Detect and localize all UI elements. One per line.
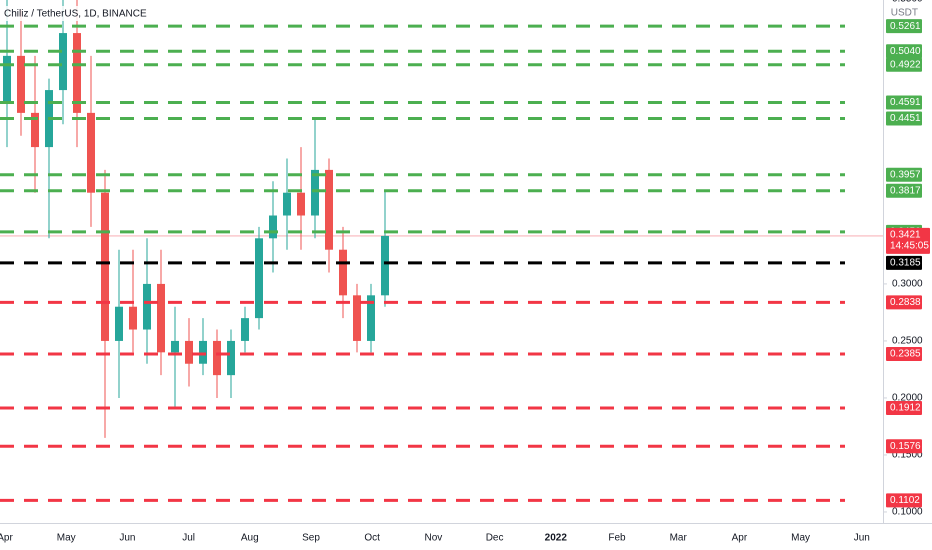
level-tag bbox=[886, 439, 922, 454]
chart-title: Chiliz / TetherUS, 1D, BINANCE bbox=[4, 9, 147, 20]
level-label: 0.5040 bbox=[890, 46, 921, 57]
candle-body bbox=[353, 295, 361, 341]
last-price-label: 0.3421 bbox=[890, 230, 921, 241]
candle-body bbox=[171, 340, 179, 353]
candle-body bbox=[73, 33, 81, 113]
last-price-tag bbox=[886, 227, 930, 254]
level-label: 0.1102 bbox=[890, 495, 920, 506]
level-tag bbox=[886, 493, 922, 508]
candle-body bbox=[255, 238, 263, 319]
level-tag bbox=[886, 44, 922, 59]
x-tick-label: Mar bbox=[670, 533, 688, 544]
candle-body bbox=[3, 55, 11, 102]
y-tick-label: 0.1500 bbox=[892, 450, 923, 461]
candle-body bbox=[199, 340, 207, 364]
x-tick-label: Oct bbox=[364, 533, 380, 544]
candle-body bbox=[241, 318, 249, 341]
level-tag bbox=[886, 183, 922, 198]
x-tick-label: Apr bbox=[732, 533, 748, 544]
x-tick-label: Aug bbox=[241, 533, 259, 544]
y-tick-label: 0.3000 bbox=[892, 279, 923, 290]
x-tick-label: Apr bbox=[0, 533, 13, 544]
countdown-label: 14:45:05 bbox=[890, 241, 929, 252]
x-tick-label: May bbox=[57, 533, 76, 544]
y-tick-label: 0.5500 bbox=[892, 0, 923, 5]
y-tick-label: 0.1000 bbox=[892, 507, 923, 518]
level-tag bbox=[886, 167, 922, 182]
candle-body bbox=[157, 283, 165, 353]
candle-body bbox=[367, 295, 375, 341]
candle-body bbox=[381, 235, 389, 296]
candle-body bbox=[297, 192, 305, 216]
level-label: 0.1576 bbox=[890, 441, 921, 452]
candle-body bbox=[115, 306, 123, 341]
level-tag bbox=[886, 255, 922, 270]
level-label: 0.1912 bbox=[890, 403, 921, 414]
x-tick-label: Jun bbox=[854, 533, 870, 544]
candle-body bbox=[87, 112, 95, 193]
level-tag bbox=[886, 295, 922, 310]
level-label: 0.4922 bbox=[890, 59, 921, 70]
level-tag bbox=[886, 111, 922, 126]
x-tick-label: May bbox=[791, 533, 810, 544]
level-label: 0.3817 bbox=[890, 185, 921, 196]
x-tick-label: Jun bbox=[119, 533, 135, 544]
candle-body bbox=[283, 192, 291, 216]
candle-body bbox=[31, 112, 39, 148]
candle-body bbox=[129, 306, 137, 330]
y-tick-label: 0.2500 bbox=[892, 336, 923, 347]
level-tag bbox=[886, 19, 922, 34]
level-label: 0.2385 bbox=[890, 349, 921, 360]
y-tick-label: 0.2000 bbox=[892, 393, 923, 404]
title-bg bbox=[0, 6, 135, 21]
candle-body bbox=[227, 340, 235, 376]
level-label: 0.4591 bbox=[890, 97, 921, 108]
level-label: 0.3957 bbox=[890, 169, 921, 180]
candle-body bbox=[213, 340, 221, 376]
candle-body bbox=[59, 33, 67, 91]
level-tag bbox=[886, 57, 922, 72]
level-label: 0.3185 bbox=[890, 257, 921, 268]
level-label: 0.5261 bbox=[890, 21, 921, 32]
level-label: 0.4451 bbox=[890, 113, 921, 124]
candle-body bbox=[143, 283, 151, 330]
x-tick-label: Nov bbox=[425, 533, 443, 544]
level-tag bbox=[886, 347, 922, 362]
candle-body bbox=[325, 169, 333, 250]
currency-label: USDT bbox=[891, 8, 918, 19]
candle-body bbox=[339, 249, 347, 296]
x-tick-label: Jul bbox=[182, 533, 195, 544]
candle-body bbox=[269, 215, 277, 239]
x-tick-label: Feb bbox=[608, 533, 626, 544]
x-tick-label: Dec bbox=[486, 533, 504, 544]
x-tick-label: Sep bbox=[302, 533, 320, 544]
candle-body bbox=[17, 55, 25, 113]
candle-body bbox=[185, 340, 193, 364]
level-tag bbox=[886, 400, 922, 415]
level-tag bbox=[886, 95, 922, 110]
x-tick-label: 2022 bbox=[545, 533, 568, 544]
candle-body bbox=[101, 192, 109, 341]
level-label: 0.2838 bbox=[890, 297, 921, 308]
plot bbox=[0, 0, 883, 502]
candle-body bbox=[311, 169, 319, 216]
